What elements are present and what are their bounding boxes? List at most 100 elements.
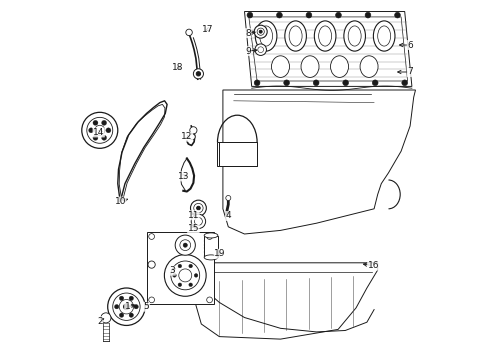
Circle shape bbox=[102, 135, 106, 140]
Text: 13: 13 bbox=[177, 172, 189, 181]
Text: 7: 7 bbox=[407, 68, 412, 77]
Ellipse shape bbox=[284, 21, 306, 51]
Circle shape bbox=[129, 296, 133, 301]
Circle shape bbox=[93, 135, 98, 140]
Circle shape bbox=[196, 72, 200, 76]
Text: 16: 16 bbox=[367, 261, 378, 270]
Circle shape bbox=[206, 297, 212, 303]
Circle shape bbox=[276, 12, 282, 18]
Text: 10: 10 bbox=[114, 197, 126, 206]
Circle shape bbox=[194, 274, 198, 277]
Circle shape bbox=[134, 305, 138, 309]
Circle shape bbox=[188, 264, 192, 268]
Circle shape bbox=[194, 217, 202, 225]
Circle shape bbox=[95, 125, 104, 135]
Circle shape bbox=[257, 47, 263, 53]
Circle shape bbox=[101, 313, 111, 323]
Text: 2: 2 bbox=[97, 317, 102, 325]
Ellipse shape bbox=[301, 56, 318, 77]
Ellipse shape bbox=[373, 21, 394, 51]
Polygon shape bbox=[248, 17, 407, 81]
Text: 8: 8 bbox=[244, 29, 250, 37]
Text: 14: 14 bbox=[93, 128, 104, 137]
Circle shape bbox=[206, 234, 212, 239]
Ellipse shape bbox=[204, 255, 218, 260]
Circle shape bbox=[254, 44, 266, 55]
Polygon shape bbox=[217, 142, 257, 166]
Ellipse shape bbox=[255, 21, 276, 51]
Circle shape bbox=[190, 200, 206, 216]
Circle shape bbox=[371, 80, 377, 86]
Text: 3: 3 bbox=[169, 266, 175, 275]
Text: 1: 1 bbox=[124, 302, 130, 311]
Circle shape bbox=[119, 313, 123, 317]
Ellipse shape bbox=[314, 21, 335, 51]
Circle shape bbox=[107, 288, 145, 325]
Bar bbox=[219, 142, 257, 166]
Circle shape bbox=[257, 28, 264, 35]
Circle shape bbox=[335, 12, 341, 18]
Circle shape bbox=[170, 261, 199, 290]
Circle shape bbox=[172, 274, 176, 277]
Text: 19: 19 bbox=[214, 249, 225, 258]
Text: 17: 17 bbox=[202, 25, 213, 34]
Ellipse shape bbox=[377, 26, 390, 46]
Circle shape bbox=[188, 283, 192, 287]
Ellipse shape bbox=[204, 233, 218, 238]
Circle shape bbox=[119, 300, 133, 314]
Circle shape bbox=[394, 12, 400, 18]
Polygon shape bbox=[223, 90, 415, 234]
Circle shape bbox=[259, 30, 262, 33]
Circle shape bbox=[185, 29, 192, 36]
Text: 9: 9 bbox=[244, 46, 250, 55]
Circle shape bbox=[93, 120, 98, 125]
Ellipse shape bbox=[347, 26, 361, 46]
Circle shape bbox=[113, 293, 140, 320]
Ellipse shape bbox=[343, 21, 365, 51]
Circle shape bbox=[246, 12, 252, 18]
Circle shape bbox=[401, 80, 407, 86]
Circle shape bbox=[148, 261, 155, 268]
Polygon shape bbox=[147, 232, 213, 304]
Circle shape bbox=[179, 269, 191, 282]
Circle shape bbox=[283, 80, 289, 86]
Circle shape bbox=[189, 127, 197, 134]
Text: 15: 15 bbox=[187, 224, 199, 233]
Circle shape bbox=[342, 80, 348, 86]
Circle shape bbox=[254, 25, 266, 38]
Circle shape bbox=[193, 69, 203, 79]
Bar bbox=[204, 236, 218, 257]
Circle shape bbox=[102, 120, 106, 125]
Circle shape bbox=[87, 117, 113, 143]
Circle shape bbox=[106, 128, 111, 133]
Circle shape bbox=[81, 112, 118, 148]
Circle shape bbox=[88, 128, 94, 133]
Text: 12: 12 bbox=[181, 132, 192, 141]
Circle shape bbox=[180, 240, 190, 251]
Circle shape bbox=[178, 264, 181, 268]
Text: 4: 4 bbox=[225, 211, 231, 220]
Text: 6: 6 bbox=[407, 40, 412, 49]
Circle shape bbox=[178, 283, 181, 287]
Circle shape bbox=[225, 195, 230, 201]
Ellipse shape bbox=[318, 26, 331, 46]
Text: 5: 5 bbox=[143, 302, 149, 311]
Circle shape bbox=[114, 305, 119, 309]
Circle shape bbox=[148, 234, 154, 239]
Text: 18: 18 bbox=[172, 63, 183, 72]
Circle shape bbox=[305, 12, 311, 18]
Polygon shape bbox=[244, 12, 411, 86]
Circle shape bbox=[191, 214, 205, 229]
Circle shape bbox=[148, 297, 154, 303]
Circle shape bbox=[119, 296, 123, 301]
Circle shape bbox=[175, 235, 195, 255]
Circle shape bbox=[196, 206, 200, 210]
Ellipse shape bbox=[330, 56, 348, 77]
Circle shape bbox=[164, 255, 206, 296]
Circle shape bbox=[123, 304, 129, 310]
Ellipse shape bbox=[359, 56, 377, 77]
Text: 11: 11 bbox=[187, 211, 199, 220]
Ellipse shape bbox=[271, 56, 289, 77]
Ellipse shape bbox=[259, 26, 272, 46]
Circle shape bbox=[254, 80, 260, 86]
